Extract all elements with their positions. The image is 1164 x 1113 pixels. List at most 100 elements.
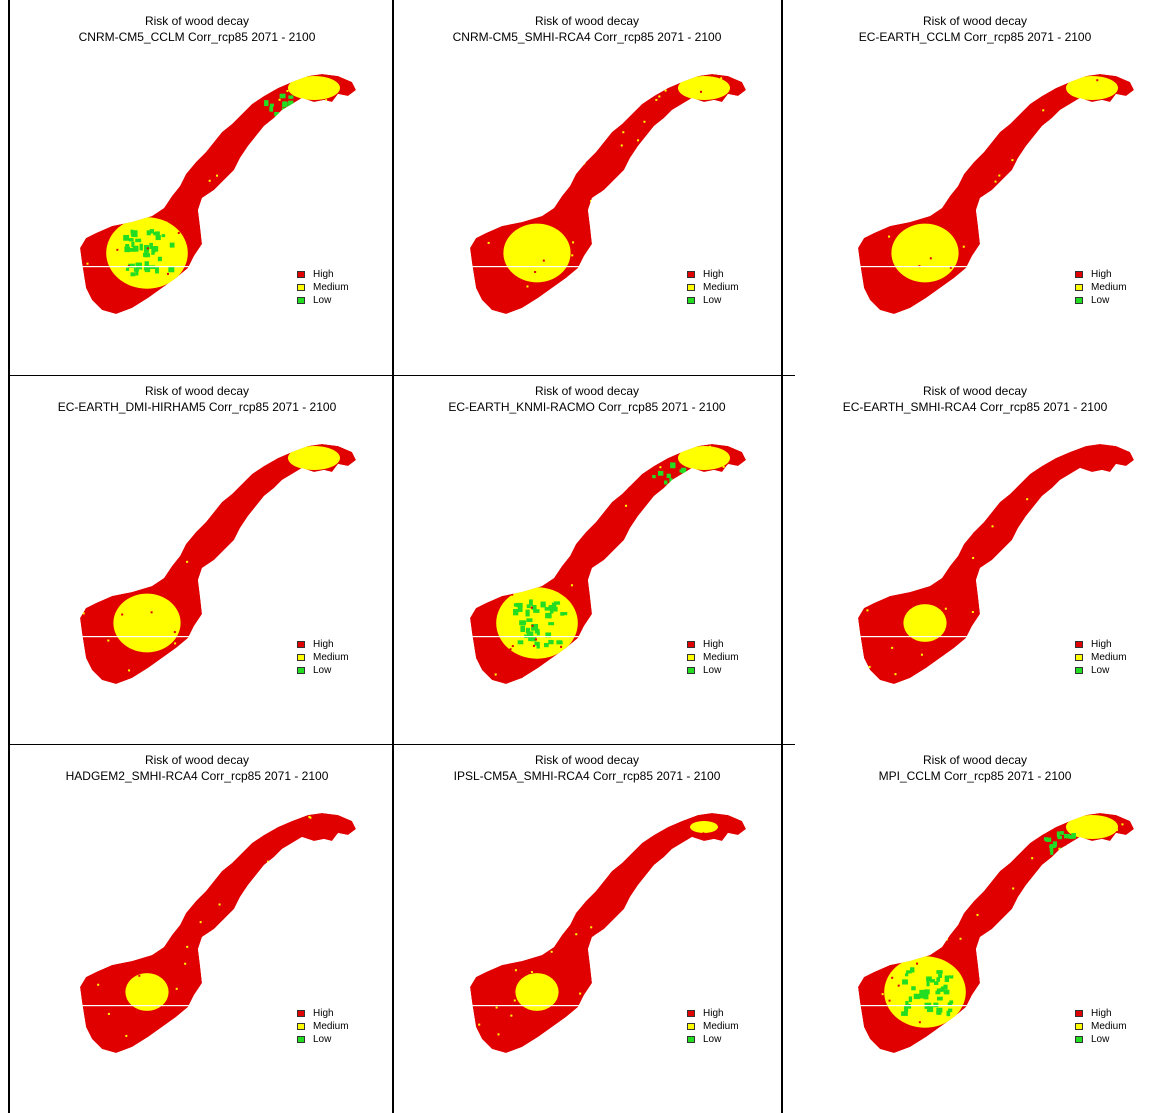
low-risk-patch	[530, 636, 537, 642]
speckle	[143, 209, 146, 212]
speckle	[870, 175, 873, 178]
speckle	[974, 103, 977, 106]
low-risk-patch	[128, 238, 134, 242]
speckle	[1106, 899, 1109, 902]
speckle	[1025, 232, 1028, 235]
panel-subtitle: EC-EARTH_DMI-HIRHAM5 Corr_rcp85 2071 - 2…	[57, 400, 337, 414]
low-risk-patch	[904, 1005, 909, 1012]
legend-swatch-low	[297, 667, 305, 674]
speckle	[1059, 1032, 1062, 1035]
panel-title: Risk of wood decay	[534, 753, 640, 767]
speckle	[153, 847, 156, 850]
speckle	[95, 850, 98, 853]
speckle	[292, 240, 295, 243]
speckle	[504, 862, 507, 865]
speckle	[123, 894, 126, 897]
low-risk-patch	[664, 480, 668, 485]
legend-label-high: High	[1091, 269, 1112, 280]
speckle	[1000, 301, 1003, 304]
speckle	[171, 80, 174, 83]
legend-item-high: High	[687, 638, 739, 651]
speckle	[135, 527, 138, 530]
speckle	[891, 976, 894, 979]
speckle	[922, 553, 925, 556]
speckle	[632, 972, 635, 975]
speckle	[277, 215, 280, 218]
legend-swatch-low	[1075, 667, 1083, 674]
speckle	[106, 848, 109, 851]
speckle	[86, 1041, 89, 1044]
speckle	[1101, 119, 1104, 122]
low-risk-patch	[686, 481, 693, 486]
speckle	[267, 883, 270, 886]
speckle	[84, 602, 87, 605]
speckle	[1008, 245, 1011, 248]
speckle	[1095, 310, 1098, 313]
speckle	[332, 938, 335, 941]
speckle	[151, 483, 154, 486]
low-risk-patch	[531, 623, 539, 631]
speckle	[314, 482, 317, 485]
panel-subtitle: HADGEM2_SMHI-RCA4 Corr_rcp85 2071 - 2100	[65, 769, 329, 783]
speckle	[153, 472, 156, 475]
speckle	[305, 953, 308, 956]
speckle	[716, 918, 719, 921]
speckle	[1123, 971, 1126, 974]
speckle	[1024, 74, 1027, 77]
low-risk-patch	[132, 245, 139, 252]
speckle	[544, 500, 547, 503]
speckle	[888, 873, 891, 876]
speckle	[918, 1021, 921, 1024]
speckle	[624, 175, 627, 178]
speckle	[891, 555, 894, 558]
speckle	[646, 157, 649, 160]
speckle	[645, 143, 648, 146]
speckle	[642, 461, 645, 464]
speckle	[709, 250, 712, 253]
speckle	[997, 850, 1000, 853]
speckle	[629, 249, 632, 252]
low-risk-patch	[526, 618, 533, 623]
speckle	[609, 554, 612, 557]
speckle	[1048, 187, 1051, 190]
low-risk-patch	[269, 106, 274, 112]
speckle	[736, 635, 739, 638]
low-risk-patch	[545, 612, 552, 619]
speckle	[350, 667, 353, 670]
panel-title: Risk of wood decay	[922, 384, 1028, 398]
speckle	[1115, 828, 1118, 831]
panel-title: Risk of wood decay	[922, 14, 1028, 28]
low-risk-patch	[911, 986, 916, 991]
speckle	[486, 250, 489, 253]
speckle	[531, 624, 534, 627]
speckle	[177, 1032, 180, 1035]
speckle	[683, 506, 686, 509]
speckle	[1047, 256, 1050, 259]
speckle	[1006, 580, 1009, 583]
speckle	[1093, 135, 1096, 138]
low-risk-patch	[901, 1011, 908, 1016]
speckle	[576, 270, 579, 273]
legend-swatch-high	[1075, 641, 1083, 648]
low-risk-patch	[544, 642, 549, 648]
speckle	[893, 974, 896, 977]
speckle	[1128, 611, 1131, 614]
speckle	[544, 565, 547, 568]
speckle	[1012, 887, 1015, 890]
speckle	[176, 997, 179, 1000]
speckle	[615, 610, 618, 613]
speckle	[874, 519, 877, 522]
speckle	[998, 174, 1001, 177]
low-risk-patch	[1056, 831, 1060, 838]
speckle	[634, 556, 637, 559]
legend: High Medium Low	[1075, 638, 1127, 677]
speckle	[905, 299, 908, 302]
speckle	[282, 917, 285, 920]
speckle	[1058, 847, 1061, 850]
speckle	[142, 167, 145, 170]
low-risk-patch	[936, 970, 943, 974]
speckle	[472, 943, 475, 946]
speckle	[1031, 857, 1034, 860]
speckle	[278, 488, 281, 491]
speckle	[263, 304, 266, 307]
